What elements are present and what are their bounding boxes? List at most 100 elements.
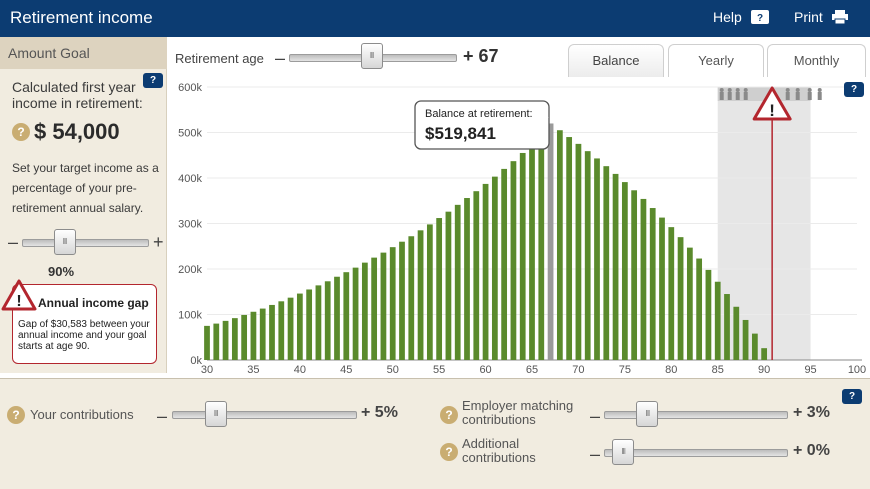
x-tick-label: 90 <box>758 364 770 373</box>
balance-bar <box>213 323 220 360</box>
balance-bar <box>417 230 424 360</box>
balance-bar <box>501 168 508 360</box>
x-tick-label: 70 <box>572 364 584 373</box>
balance-bar <box>640 198 647 360</box>
warning-icon <box>752 86 792 121</box>
info-icon[interactable]: ? <box>143 73 163 88</box>
balance-bar <box>473 191 480 360</box>
help-link[interactable]: Help <box>713 9 742 25</box>
balance-bar <box>510 161 517 360</box>
employer-contrib-slider-thumb[interactable]: III <box>636 401 659 427</box>
print-link[interactable]: Print <box>794 9 823 25</box>
balance-bar <box>612 173 619 360</box>
y-tick-label: 600k <box>178 82 202 94</box>
target-pct-slider-thumb[interactable]: III <box>53 229 76 255</box>
additional-contrib-slider[interactable] <box>604 449 788 457</box>
balance-bar <box>603 166 610 360</box>
y-tick-label: 400k <box>178 173 202 185</box>
balance-bar <box>334 276 340 360</box>
contrib-info-icon[interactable]: ? <box>842 389 862 404</box>
app-title: Retirement income <box>10 8 153 27</box>
person-icon <box>735 92 740 100</box>
question-icon[interactable]: ? <box>440 406 458 424</box>
balance-bar <box>566 137 573 360</box>
person-icon <box>807 88 812 92</box>
person-icon <box>719 92 724 100</box>
warning-icon-glyph: ! <box>769 101 775 120</box>
person-icon <box>743 92 748 100</box>
employer-minus-button[interactable]: – <box>590 406 601 426</box>
balance-bar <box>464 198 470 360</box>
balance-bar <box>343 272 350 360</box>
target-income-text: Set your target income as a percentage o… <box>12 161 159 215</box>
balance-bar <box>287 297 294 360</box>
contributions-panel: ? ? Your contributions – III + 5% ? Empl… <box>0 378 870 489</box>
person-icon <box>735 88 740 92</box>
balance-bar <box>584 151 591 360</box>
employer-contrib-value: + 3% <box>793 404 830 421</box>
y-tick-label: 500k <box>178 128 202 140</box>
target-pct-slider[interactable] <box>22 239 149 247</box>
balance-bar <box>714 281 721 360</box>
amount-goal-tab[interactable]: Amount Goal <box>0 37 167 69</box>
tab-yearly[interactable]: Yearly <box>668 44 764 77</box>
balance-bar <box>296 293 303 360</box>
calc-income-label: Calculated first year income in retireme… <box>12 79 143 111</box>
income-gap-text: Gap of $30,583 between your annual incom… <box>18 319 150 352</box>
x-tick-label: 45 <box>340 364 352 373</box>
x-tick-label: 65 <box>526 364 538 373</box>
balance-bar <box>426 224 433 360</box>
question-icon[interactable]: ? <box>440 443 458 461</box>
balance-bar <box>705 269 712 360</box>
retirement-age-slider-thumb[interactable]: III <box>360 43 383 69</box>
tab-balance[interactable]: Balance <box>568 44 664 77</box>
target-pct-value: 90% <box>48 264 75 279</box>
x-tick-label: 40 <box>294 364 306 373</box>
balance-bar <box>454 204 461 360</box>
pct-plus-button[interactable]: + <box>153 232 164 252</box>
balance-bar <box>324 281 331 360</box>
y-tick-label: 100k <box>178 310 202 322</box>
person-icon <box>785 88 790 92</box>
age-minus-button[interactable]: – <box>275 48 286 68</box>
balance-bar <box>389 247 396 360</box>
balance-bar <box>529 144 535 360</box>
balance-bar <box>538 134 545 360</box>
employer-contrib-slider[interactable] <box>604 411 788 419</box>
question-icon[interactable]: ? <box>7 406 25 424</box>
additional-contrib-label-1: Additional <box>462 436 520 451</box>
tooltip-box <box>414 100 550 150</box>
x-tick-label: 50 <box>387 364 399 373</box>
x-tick-label: 55 <box>433 364 445 373</box>
balance-bar <box>231 318 238 360</box>
additional-contrib-slider-thumb[interactable]: III <box>612 439 635 465</box>
balance-bar <box>380 252 387 360</box>
balance-bar <box>677 237 684 360</box>
svg-text:!: ! <box>16 293 21 310</box>
tooltip-label: Balance at retirement: <box>425 108 533 120</box>
retirement-age-label: Retirement age <box>175 51 264 66</box>
tab-monthly[interactable]: Monthly <box>767 44 866 77</box>
balance-bar <box>371 257 378 360</box>
pct-minus-button[interactable]: – <box>8 232 19 252</box>
question-icon[interactable]: ? <box>12 123 30 141</box>
help-icon[interactable]: ? <box>751 10 769 24</box>
balance-bar <box>556 130 563 360</box>
printer-icon[interactable] <box>831 10 849 25</box>
your-contrib-slider[interactable] <box>172 411 357 419</box>
y-tick-label: 0k <box>190 355 202 367</box>
employer-contrib-label-1: Employer matching <box>462 398 574 413</box>
person-icon <box>719 88 724 92</box>
person-icon <box>785 92 790 100</box>
balance-bar <box>445 211 452 360</box>
balance-bar <box>269 304 275 360</box>
your-contrib-minus-button[interactable]: – <box>157 406 168 426</box>
additional-minus-button[interactable]: – <box>590 444 601 464</box>
person-icon <box>807 92 812 100</box>
balance-bar <box>686 247 693 360</box>
your-contrib-slider-thumb[interactable]: III <box>204 401 227 427</box>
person-icon <box>727 88 732 92</box>
additional-contrib-value: + 0% <box>793 442 830 459</box>
chart-info-icon[interactable]: ? <box>844 82 864 97</box>
balance-bar <box>482 183 489 360</box>
